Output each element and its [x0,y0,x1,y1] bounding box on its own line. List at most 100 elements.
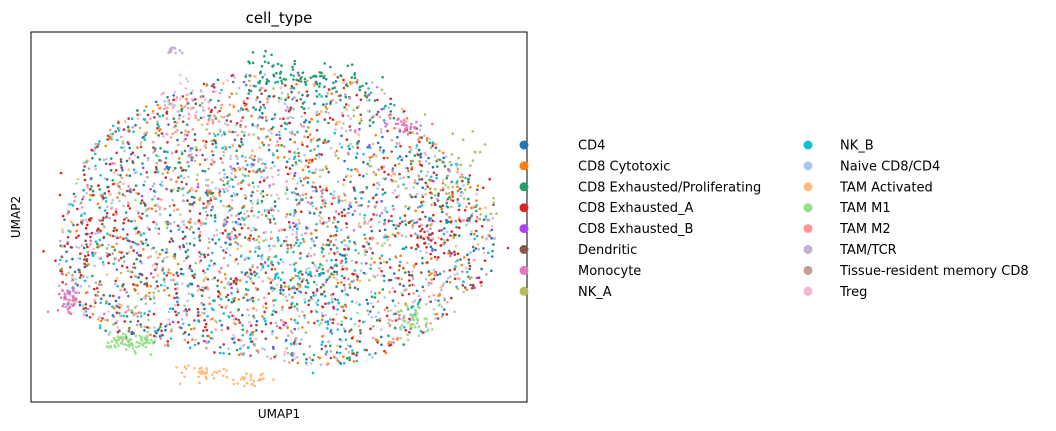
scatter-point [458,234,461,237]
scatter-point [389,309,393,312]
scatter-point [214,328,217,331]
scatter-point [417,301,421,304]
scatter-point [317,112,321,116]
scatter-point [410,148,413,151]
scatter-point [267,292,271,295]
scatter-point [391,169,394,173]
scatter-point [252,185,256,189]
scatter-point [393,234,397,237]
scatter-point [362,160,365,164]
scatter-point [220,280,223,284]
scatter-point [114,210,118,214]
scatter-point [143,312,146,315]
scatter-point [178,247,182,251]
scatter-point [278,72,282,75]
scatter-point [218,91,222,95]
scatter-point [292,157,296,161]
scatter-point [149,188,152,191]
scatter-point [146,113,150,117]
scatter-point [348,283,351,286]
scatter-point [440,229,444,232]
scatter-point [257,235,261,238]
scatter-point [180,318,184,321]
scatter-point [189,282,192,286]
scatter-point [89,239,92,243]
scatter-point [260,255,263,258]
scatter-point [81,197,84,201]
scatter-point [172,273,175,277]
scatter-point [285,338,288,342]
scatter-point [230,92,234,95]
scatter-point [260,175,263,179]
scatter-point [375,201,379,204]
scatter-point [136,146,139,149]
scatter-point [231,80,235,84]
scatter-point [248,79,251,83]
scatter-point [293,155,297,158]
scatter-point [459,175,462,179]
scatter-point [99,229,102,233]
scatter-point [64,282,68,286]
scatter-point [324,344,327,348]
scatter-point [427,156,430,160]
scatter-point [473,204,476,208]
scatter-point [243,212,246,216]
scatter-point [352,360,356,363]
scatter-point [298,194,302,198]
scatter-point [229,311,232,314]
scatter-point [193,201,196,204]
scatter-point [475,192,479,196]
scatter-point [318,274,321,278]
scatter-point [402,183,405,186]
scatter-point [356,287,360,291]
scatter-point [148,291,151,295]
scatter-point [414,311,417,315]
scatter-point [131,346,135,350]
scatter-point [90,177,93,180]
scatter-point [329,350,333,353]
scatter-point [391,191,395,195]
scatter-point [289,243,293,247]
scatter-point [335,101,338,105]
scatter-point [380,165,384,169]
scatter-point [421,186,425,189]
scatter-point [419,329,423,333]
scatter-point [184,308,188,311]
scatter-point [101,317,104,320]
scatter-point [474,219,478,223]
scatter-point [150,207,154,211]
scatter-point [383,92,387,95]
scatter-point [303,135,306,138]
scatter-point [313,102,316,105]
scatter-point [322,254,325,258]
scatter-point [212,234,216,237]
scatter-point [114,299,118,303]
scatter-point [292,263,296,266]
scatter-point [301,310,304,314]
scatter-point [272,217,276,221]
scatter-point [243,273,247,276]
scatter-point [449,198,453,202]
scatter-point [133,306,137,309]
scatter-point [153,195,157,198]
scatter-point [349,175,353,178]
scatter-point [120,251,123,254]
scatter-point [154,222,158,225]
scatter-point [443,227,446,230]
scatter-point [200,224,203,227]
scatter-point [285,180,288,183]
scatter-point [136,323,139,327]
scatter-point [444,155,448,158]
scatter-point [442,186,445,190]
scatter-point [233,336,236,340]
scatter-point [479,281,483,284]
scatter-point [101,243,104,247]
scatter-point [492,243,495,246]
scatter-point [340,145,344,149]
scatter-point [139,342,143,346]
scatter-point [162,91,165,95]
scatter-point [208,296,211,300]
scatter-point [153,301,156,305]
scatter-point [135,192,138,195]
scatter-point [90,148,93,152]
